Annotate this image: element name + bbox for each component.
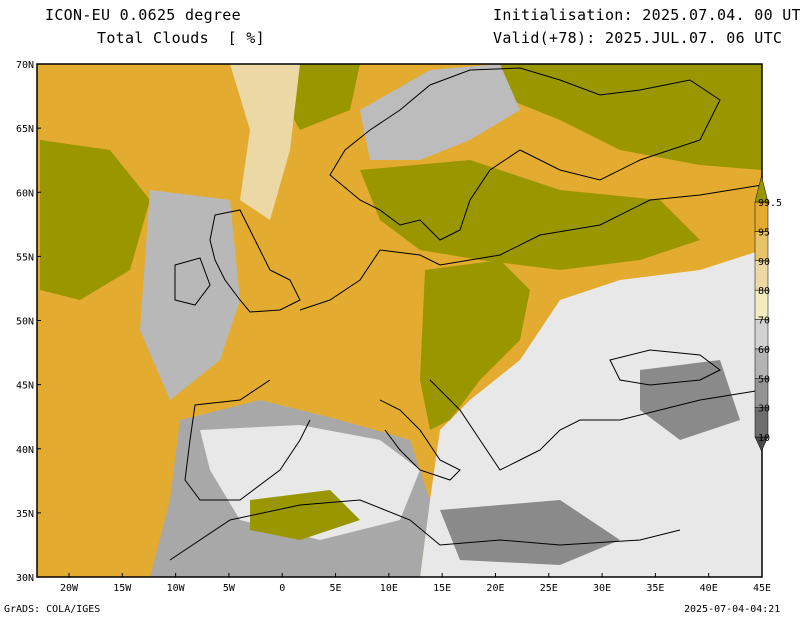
lat-label: 35N [16, 509, 34, 520]
lon-label: 5E [330, 583, 342, 594]
lon-label: 25E [540, 583, 558, 594]
software-credit: GrADS: COLA/IGES [4, 604, 101, 615]
lon-label: 35E [646, 583, 664, 594]
lon-label: 10W [167, 583, 186, 594]
overcast-north [280, 64, 360, 130]
lon-label: 30E [593, 583, 611, 594]
coast-italy [379, 399, 461, 481]
clear-atlantic [140, 190, 240, 400]
clear-region-east [420, 250, 762, 577]
field-title: Total Clouds [ %] [97, 29, 265, 47]
colorbar-label: 30 [758, 404, 770, 415]
colorbar-label: 50 [758, 374, 770, 385]
colorbar-label: 99.5 [758, 198, 782, 209]
lat-label: 60N [16, 188, 34, 199]
lat-label: 50N [16, 317, 34, 328]
render-timestamp: 2025-07-04-04:21 [684, 604, 781, 615]
coast-iberia [184, 379, 311, 501]
mid-cloud-band [230, 64, 300, 220]
lon-label: 45E [753, 583, 771, 594]
gray-patch-africa [440, 500, 620, 565]
clear-scandinavia [360, 64, 520, 160]
lon-label: 10E [380, 583, 398, 594]
overcast-central [420, 260, 530, 430]
coast-blacksea [609, 349, 721, 386]
coast-ireland [174, 257, 211, 306]
lat-label: 30N [16, 573, 34, 584]
lon-label: 5W [223, 583, 236, 594]
lon-label: 40E [700, 583, 718, 594]
gray-patch-east [640, 360, 740, 440]
lat-label: 55N [16, 252, 34, 263]
colorbar-label: 10 [758, 433, 770, 444]
model-title: ICON-EU 0.0625 degree [45, 6, 241, 24]
lon-label: 20E [486, 583, 504, 594]
lon-label: 15W [113, 583, 132, 594]
axis-ticks: 20W 15W 10W 5W 0 5E 10E 15E 20E 25E 30E 35E 40E 45E 30… [16, 60, 771, 594]
colorbar-label: 95 [758, 227, 770, 238]
lat-label: 40N [16, 445, 34, 456]
overcast-northeast [500, 64, 762, 170]
coast-balkans [429, 379, 762, 471]
coast-africa [169, 499, 681, 561]
overcast-west [40, 140, 150, 300]
lat-label: 65N [16, 124, 34, 135]
coast-continent [299, 184, 762, 311]
lat-label: 70N [16, 60, 34, 71]
colorbar-label: 80 [758, 286, 770, 297]
valid-time: Valid(+78): 2025.JUL.07. 06 UTC [493, 29, 783, 47]
lon-label: 20W [60, 583, 79, 594]
lon-label: 0 [279, 583, 285, 594]
coast-scandinavia [329, 67, 721, 241]
coastlines [169, 67, 762, 561]
coast-britain [209, 209, 301, 313]
overcast-baltic [360, 160, 700, 270]
colorbar-high-extend [754, 175, 769, 203]
colorbar: 10 30 50 60 70 80 90 95 99.5 [754, 175, 782, 452]
init-time: Initialisation: 2025.07.04. 00 UTC [493, 6, 800, 24]
colorbar-label: 70 [758, 316, 770, 327]
lon-label: 15E [433, 583, 451, 594]
colorbar-label: 90 [758, 257, 770, 268]
cloud-field [37, 64, 762, 577]
lat-label: 45N [16, 381, 34, 392]
colorbar-label: 60 [758, 345, 770, 356]
